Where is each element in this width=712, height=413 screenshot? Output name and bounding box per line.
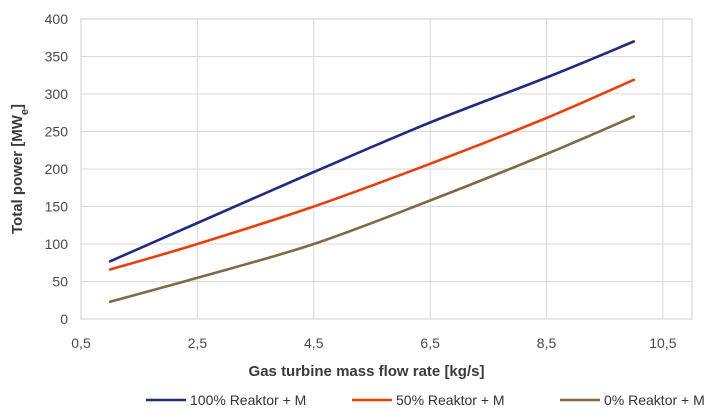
y-tick-label: 100 [45, 236, 69, 252]
legend-label: 0% Reaktor + M [604, 392, 705, 408]
plot-frame [80, 18, 693, 320]
x-axis-title: Gas turbine mass flow rate [kg/s] [249, 363, 485, 380]
series-lines [108, 40, 636, 304]
y-tick-label: 350 [45, 49, 69, 65]
y-tick-label: 50 [52, 274, 68, 290]
y-axis-title-unit-subscript: e [19, 109, 31, 115]
y-tick-label: 0 [60, 311, 68, 327]
y-tick-label: 150 [45, 199, 69, 215]
y-tick-label: 400 [45, 11, 69, 27]
x-tick-label: 6,5 [420, 335, 440, 351]
series-line-2 [108, 78, 636, 271]
y-tick-labels: 0 50 100 150 200 250 300 350 400 [45, 11, 69, 327]
series-line-1 [108, 40, 636, 263]
y-axis-title: Total power [MWe] [9, 104, 31, 234]
series-line-3 [108, 115, 636, 304]
y-axis-title-unit-close: ] [9, 104, 26, 109]
y-axis-title-unit: [MW [9, 114, 26, 146]
plot-area-border [80, 18, 693, 320]
x-tick-label: 2,5 [188, 335, 208, 351]
x-tick-label: 10,5 [649, 335, 676, 351]
gridlines [80, 18, 692, 320]
legend: 100% Reaktor + M 50% Reaktor + M 0% Reakto… [146, 392, 705, 408]
x-tick-label: 0,5 [71, 335, 91, 351]
x-tick-label: 4,5 [304, 335, 324, 351]
x-tick-labels: 0,5 2,5 4,5 6,5 8,5 10,5 [71, 335, 676, 351]
legend-label: 100% Reaktor + M [190, 392, 306, 408]
y-tick-label: 300 [45, 86, 69, 102]
y-tick-label: 250 [45, 124, 69, 140]
x-tick-label: 8,5 [537, 335, 557, 351]
y-axis-title-main: Total power [9, 151, 26, 234]
y-tick-label: 200 [45, 161, 69, 177]
legend-label: 50% Reaktor + M [396, 392, 505, 408]
